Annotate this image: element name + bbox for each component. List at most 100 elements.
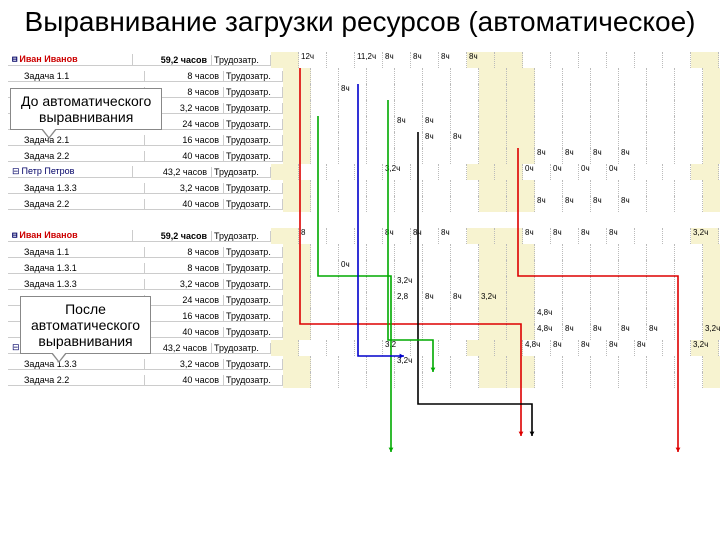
gantt-area: [283, 100, 712, 116]
day-cell: [367, 324, 395, 340]
row-hours: 8 часов: [145, 263, 224, 274]
row-hours: 40 часов: [145, 327, 224, 338]
expander-icon[interactable]: ⊟: [12, 343, 20, 353]
day-cell: [367, 292, 395, 308]
row-name: Задача 1.3.3: [8, 279, 145, 290]
day-cell: [451, 308, 479, 324]
day-cell: [283, 244, 311, 260]
day-cell: [591, 116, 619, 132]
day-cell: [675, 132, 703, 148]
day-cell: [703, 100, 720, 116]
day-cell: [703, 308, 720, 324]
day-cell: [367, 308, 395, 324]
day-cell: [423, 196, 451, 212]
day-cell: [703, 244, 720, 260]
day-cell: [647, 132, 675, 148]
day-cell: [367, 116, 395, 132]
day-cell: [283, 100, 311, 116]
day-cell: [535, 84, 563, 100]
day-cell: [647, 372, 675, 388]
day-cell: [283, 68, 311, 84]
day-cell: [495, 164, 523, 180]
day-cell: [647, 84, 675, 100]
day-cell: [635, 228, 663, 244]
effort-label: Трудозатр.: [224, 375, 283, 386]
expander-icon[interactable]: ⊟: [12, 55, 17, 65]
gantt-area: [283, 372, 712, 388]
day-cell: [647, 196, 675, 212]
day-cell: 8ч: [423, 292, 451, 308]
row-hours: 16 часов: [145, 311, 224, 322]
effort-label: Трудозатр.: [224, 263, 283, 274]
day-cell: [663, 164, 691, 180]
day-cell: [619, 308, 647, 324]
row-hours: 59,2 часов: [133, 231, 212, 242]
day-cell: [675, 276, 703, 292]
day-cell: 8ч: [467, 52, 495, 68]
day-cell: [423, 100, 451, 116]
row-hours: 40 часов: [145, 151, 224, 162]
day-cell: 8ч: [535, 196, 563, 212]
day-cell: [675, 100, 703, 116]
day-cell: 0ч: [551, 164, 579, 180]
day-cell: [311, 372, 339, 388]
day-cell: [367, 100, 395, 116]
day-cell: [311, 356, 339, 372]
day-cell: [423, 276, 451, 292]
gantt-area: 8ч8ч: [283, 116, 712, 132]
day-cell: 8: [299, 228, 327, 244]
day-cell: [367, 68, 395, 84]
effort-label: Трудозатр.: [224, 327, 283, 338]
gantt-area: 3,2ч0ч0ч0ч0ч: [271, 164, 712, 180]
day-cell: 8ч: [451, 132, 479, 148]
day-cell: 3,2ч: [395, 276, 423, 292]
gantt-area: 12ч11,2ч8ч8ч8ч8ч: [271, 52, 712, 68]
expander-icon[interactable]: ⊟: [12, 231, 17, 241]
day-cell: [563, 292, 591, 308]
row-hours: 8 часов: [145, 71, 224, 82]
day-cell: [563, 84, 591, 100]
day-cell: [507, 308, 535, 324]
day-cell: [423, 68, 451, 84]
day-cell: 8ч: [411, 52, 439, 68]
day-cell: [283, 180, 311, 196]
day-cell: [663, 52, 691, 68]
task-row: Задача 2.240 часовТрудозатр.8ч8ч8ч8ч: [8, 196, 712, 212]
day-cell: [507, 68, 535, 84]
task-row: Задача 2.240 часовТрудозатр.8ч8ч8ч8ч: [8, 148, 712, 164]
day-cell: [339, 180, 367, 196]
row-hours: 40 часов: [145, 199, 224, 210]
effort-label: Трудозатр.: [224, 119, 283, 130]
day-cell: [563, 180, 591, 196]
day-cell: [647, 100, 675, 116]
day-cell: [327, 164, 355, 180]
row-hours: 16 часов: [145, 135, 224, 146]
day-cell: [451, 324, 479, 340]
day-cell: 8ч: [563, 148, 591, 164]
day-cell: [311, 324, 339, 340]
day-cell: [479, 148, 507, 164]
day-cell: [703, 292, 720, 308]
day-cell: [563, 356, 591, 372]
day-cell: [703, 196, 720, 212]
day-cell: [647, 260, 675, 276]
day-cell: [591, 372, 619, 388]
day-cell: [395, 100, 423, 116]
expander-icon[interactable]: ⊟: [12, 167, 20, 177]
day-cell: 8ч: [591, 324, 619, 340]
day-cell: [619, 260, 647, 276]
row-name: Задача 2.2: [8, 375, 145, 386]
day-cell: [479, 260, 507, 276]
day-cell: [647, 244, 675, 260]
effort-label: Трудозатр.: [224, 199, 283, 210]
day-cell: [367, 276, 395, 292]
day-cell: [691, 164, 719, 180]
day-cell: 8ч: [591, 148, 619, 164]
row-name: Задача 2.1: [8, 135, 145, 146]
day-cell: [675, 308, 703, 324]
day-cell: [367, 260, 395, 276]
day-cell: [367, 372, 395, 388]
day-cell: [299, 340, 327, 356]
effort-label: Трудозатр.: [224, 87, 283, 98]
day-cell: [451, 84, 479, 100]
